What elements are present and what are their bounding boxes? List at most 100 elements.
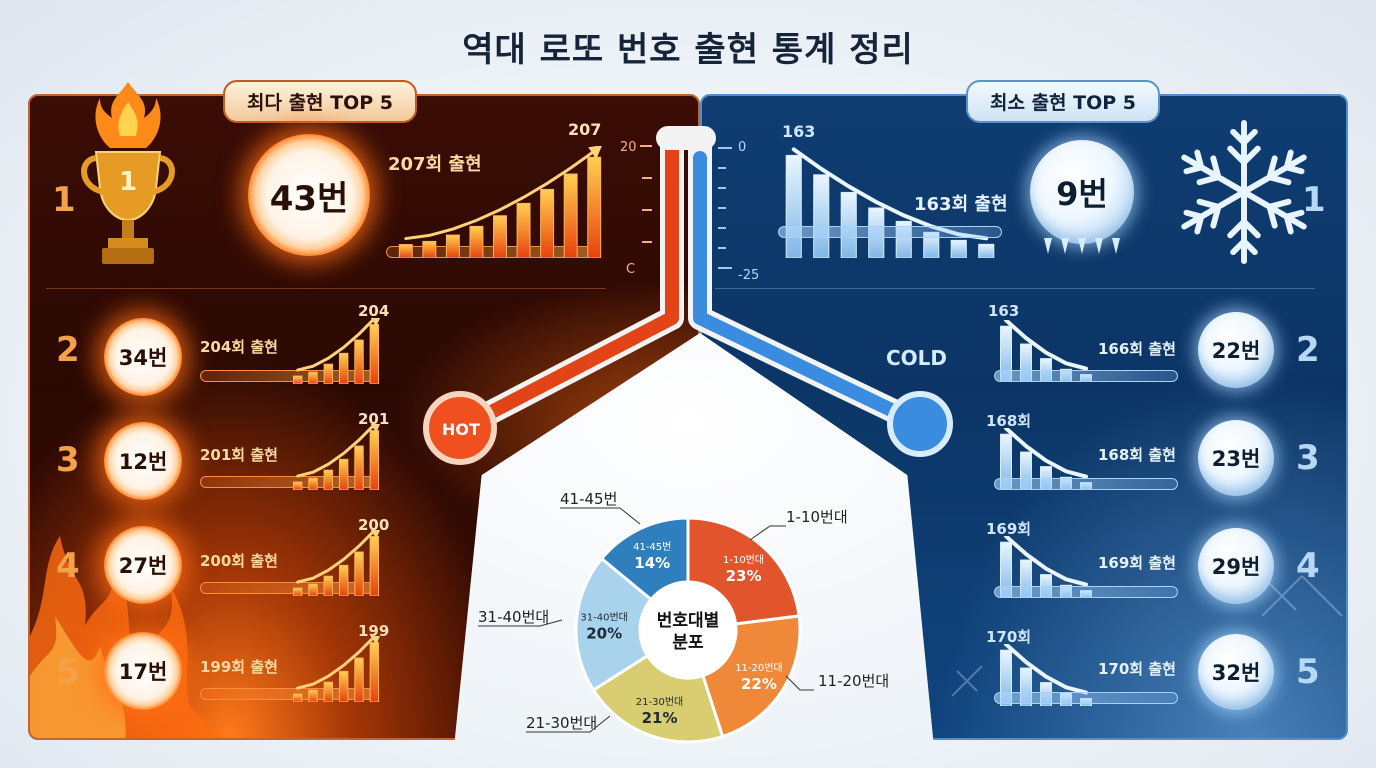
hot-trend-bar xyxy=(369,324,380,384)
cold-divider xyxy=(715,288,1315,289)
hot-top-1: 207 xyxy=(568,120,602,139)
hot-trend-bar xyxy=(469,225,484,258)
hot-trend-bar xyxy=(516,202,531,258)
cold-track-3 xyxy=(994,478,1178,490)
cold-ball-5: 32번 xyxy=(1198,634,1274,710)
hot-top-2: 204 xyxy=(358,302,390,320)
trend-arrow-icon xyxy=(370,636,381,645)
pie-slice-pct: 22% xyxy=(741,675,777,693)
hot-trend-bar xyxy=(292,693,303,702)
hot-trend-bar xyxy=(354,657,364,702)
cold-trend-line xyxy=(1004,536,1088,587)
frost-decoration xyxy=(951,575,1343,697)
hot-bar-chart-3 xyxy=(292,424,381,490)
snowflake-icon xyxy=(1170,119,1318,272)
hot-count-2: 204회 출현 xyxy=(200,338,278,356)
pie-slice-label: 11-20번대 xyxy=(735,662,782,674)
cold-rank-3: 3 xyxy=(1296,438,1320,478)
callout-21-30: 21-30번대 xyxy=(526,714,598,732)
pie-slice-label: 31-40번대 xyxy=(580,612,627,624)
callout-11-20: 11-20번대 xyxy=(818,672,890,690)
hot-ball-3: 12번 xyxy=(104,422,182,500)
callout-41-45: 41-45번 xyxy=(560,490,618,508)
hot-rank-5: 5 xyxy=(56,652,80,692)
cold-rank-2: 2 xyxy=(1296,330,1320,370)
cold-top-5: 170회 xyxy=(986,628,1032,646)
callout-lines xyxy=(478,507,814,733)
cold-trend-bar xyxy=(813,174,830,258)
hot-bar-chart-5 xyxy=(292,636,381,702)
hot-top-5: 199 xyxy=(358,622,390,640)
hot-thermo-label: HOT xyxy=(442,420,480,439)
cold-count-4: 169회 출현 xyxy=(1098,554,1176,572)
cold-count-3: 168회 출현 xyxy=(1098,446,1176,464)
cold-header: 최소 출현 TOP 5 xyxy=(966,80,1161,123)
hot-trend-bar xyxy=(292,481,303,490)
hot-rank-4: 4 xyxy=(56,546,80,586)
hot-rank-1: 1 xyxy=(52,180,76,220)
hot-ball-5: 17번 xyxy=(104,632,182,710)
hot-scale-bottom: C xyxy=(626,262,636,277)
cold-trend-line xyxy=(1004,320,1088,371)
hot-trend-bar xyxy=(422,240,437,258)
hot-trend-bar xyxy=(369,642,380,702)
cold-thermo-label: COLD xyxy=(886,346,948,370)
pie-slice-pct: 23% xyxy=(726,567,762,585)
page-title: 역대 로또 번호 출현 통계 정리 xyxy=(462,30,914,70)
cold-top-2: 163 xyxy=(988,302,1020,320)
cold-count-1: 163회 출현 xyxy=(914,194,1008,215)
trophy-icon: 1 xyxy=(81,82,175,264)
hot-trend-bar xyxy=(493,215,507,258)
hot-trend-bar xyxy=(398,244,413,258)
hot-trend-line xyxy=(296,424,376,478)
cold-count-2: 166회 출현 xyxy=(1098,340,1176,358)
cold-track-5 xyxy=(994,692,1178,704)
pie-slice-label: 1-10번대 xyxy=(723,554,764,566)
hot-bar-chart-2 xyxy=(292,318,381,384)
hot-trend-line xyxy=(296,636,376,690)
hot-trend-bar xyxy=(292,587,303,596)
hot-count-4: 200회 출현 xyxy=(200,552,278,570)
hot-trend-bar xyxy=(445,234,460,258)
hot-trend-bar xyxy=(369,536,380,596)
cold-scale-bottom: -25 xyxy=(738,268,760,283)
hot-bar-chart-4 xyxy=(292,530,381,596)
hot-trend-bar xyxy=(338,564,349,596)
hot-trend-bar xyxy=(308,689,318,702)
cold-trend-line xyxy=(1004,428,1088,479)
cold-trend-bar xyxy=(785,154,802,258)
hot-count-5: 199회 출현 xyxy=(200,658,278,676)
cold-scale-top: 0 xyxy=(738,140,747,155)
pie-slice-label: 21-30번대 xyxy=(636,696,683,708)
hot-ball-4: 27번 xyxy=(104,526,182,604)
hot-trend-bar xyxy=(292,375,303,384)
hot-trend-bar xyxy=(308,477,318,490)
cold-ball-4: 29번 xyxy=(1198,528,1274,604)
hot-ball-1: 43번 xyxy=(248,134,370,256)
hot-top-3: 201 xyxy=(358,410,390,428)
hot-trend-bar xyxy=(354,339,364,384)
cold-rank-5: 5 xyxy=(1296,652,1320,692)
hot-trend-bar xyxy=(323,363,334,384)
pie-slice-pct: 21% xyxy=(642,709,678,727)
hot-trend-line xyxy=(296,530,376,584)
icicles-1 xyxy=(1040,238,1124,254)
hot-trend-bar xyxy=(338,670,349,702)
hot-bar-chart-1 xyxy=(398,146,602,258)
callout-1-10: 1-10번대 xyxy=(786,508,848,526)
hot-trend-bar xyxy=(338,352,349,384)
pie-slice-pct: 20% xyxy=(586,625,622,643)
pie-slice-2 xyxy=(700,614,802,739)
cold-top-4: 169회 xyxy=(986,520,1032,538)
hot-count-1: 207회 출현 xyxy=(388,154,482,175)
hot-count-3: 201회 출현 xyxy=(200,446,278,464)
pie-slice-label: 41-45번 xyxy=(633,541,671,553)
trend-arrow-icon xyxy=(588,146,602,160)
hot-trend-bar xyxy=(354,551,364,596)
hot-trend-line xyxy=(296,318,376,372)
cold-trend-bar xyxy=(978,243,995,258)
trophy-rank-text: 1 xyxy=(119,167,137,197)
hot-ball-2: 34번 xyxy=(104,318,182,396)
hot-header: 최다 출현 TOP 5 xyxy=(223,80,418,123)
